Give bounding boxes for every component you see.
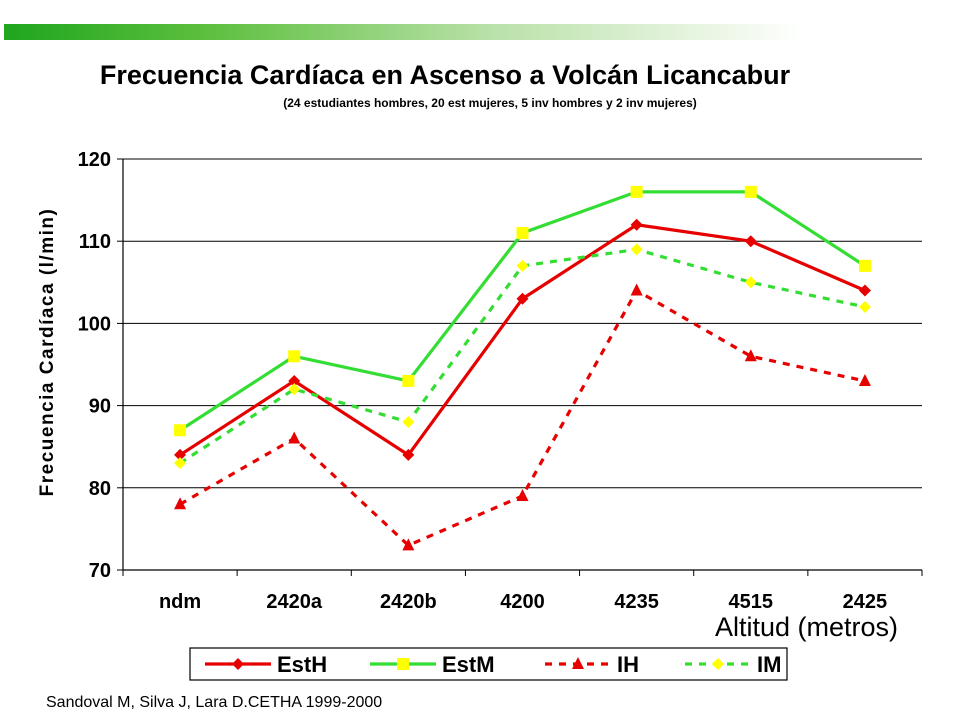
data-point-estm bbox=[858, 259, 871, 272]
data-point-ih bbox=[288, 431, 301, 444]
data-point-ih bbox=[174, 497, 187, 510]
data-point-estm bbox=[630, 185, 643, 198]
legend-label-im: IM bbox=[757, 652, 781, 677]
data-point-esth bbox=[516, 292, 529, 305]
data-point-estm bbox=[516, 226, 529, 239]
data-point-estm bbox=[174, 424, 187, 437]
x-tick-label: 4235 bbox=[614, 591, 659, 613]
y-tick-label: 120 bbox=[78, 149, 111, 171]
data-point-im bbox=[630, 243, 643, 256]
data-point-estm bbox=[744, 185, 757, 198]
data-point-esth bbox=[858, 284, 871, 297]
x-tick-label: 4200 bbox=[500, 591, 545, 613]
data-point-estm bbox=[402, 374, 415, 387]
data-point-im bbox=[858, 300, 871, 313]
x-tick-label: 2420a bbox=[266, 591, 322, 613]
legend-label-ih: IH bbox=[617, 652, 639, 677]
legend-label-estm: EstM bbox=[442, 652, 495, 677]
x-tick-label: 4515 bbox=[729, 591, 774, 613]
data-point-esth bbox=[744, 235, 757, 248]
data-point-im bbox=[174, 457, 187, 470]
data-point-esth bbox=[402, 448, 415, 461]
y-tick-label: 90 bbox=[89, 396, 111, 418]
x-tick-label: 2425 bbox=[843, 591, 888, 613]
legend-marker-im bbox=[712, 658, 724, 670]
y-axis-title: Frecuencia Cardíaca (l/min) bbox=[37, 208, 58, 497]
data-point-esth bbox=[288, 374, 301, 387]
header-gradient-bar bbox=[4, 24, 804, 40]
y-tick-label: 100 bbox=[78, 313, 111, 335]
data-point-im bbox=[402, 416, 415, 429]
y-tick-label: 80 bbox=[89, 478, 111, 500]
series-line-ih bbox=[179, 288, 866, 547]
legend-marker-estm bbox=[397, 658, 409, 670]
data-point-ih bbox=[858, 373, 871, 386]
x-tick-label: ndm bbox=[159, 591, 201, 613]
data-point-esth bbox=[630, 218, 643, 231]
legend-marker-ih bbox=[572, 657, 584, 669]
legend-label-esth: EstH bbox=[277, 652, 327, 677]
chart-subtitle: (24 estudiantes hombres, 20 est mujeres,… bbox=[283, 96, 697, 110]
data-point-im bbox=[516, 259, 529, 272]
legend: EstH EstM IH IM bbox=[189, 647, 788, 681]
series-line-im bbox=[179, 247, 866, 465]
data-point-im bbox=[288, 383, 301, 396]
data-point-estm bbox=[288, 350, 301, 363]
series-line-esth bbox=[179, 223, 866, 457]
data-point-ih bbox=[744, 349, 757, 362]
x-axis-title: Altitud (metros) bbox=[715, 612, 898, 642]
source-citation: Sandoval M, Silva J, Lara D.CETHA 1999-2… bbox=[46, 694, 383, 711]
y-tick-label: 70 bbox=[89, 560, 111, 582]
legend-marker-esth bbox=[232, 658, 244, 670]
y-tick-label: 110 bbox=[79, 231, 111, 253]
x-tick-label: 2420b bbox=[380, 591, 437, 613]
data-point-ih bbox=[402, 538, 415, 551]
data-point-im bbox=[744, 276, 757, 289]
data-point-ih bbox=[630, 283, 643, 296]
chart-title: Frecuencia Cardíaca en Ascenso a Volcán … bbox=[99, 60, 791, 90]
data-point-esth bbox=[174, 448, 187, 461]
data-point-ih bbox=[516, 489, 529, 502]
